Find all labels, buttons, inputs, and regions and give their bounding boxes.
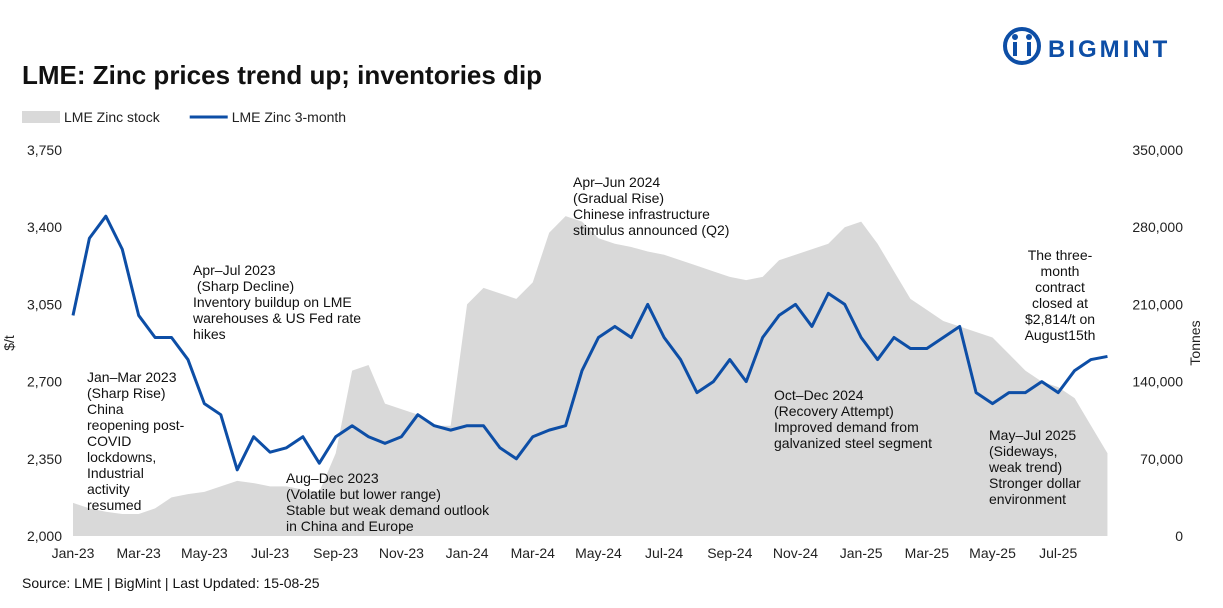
x-tick-label: Jul-24	[645, 545, 683, 561]
y2-tick-label: 350,000	[1132, 142, 1183, 158]
y2-tick-label: 70,000	[1140, 451, 1183, 467]
legend-label: LME Zinc 3-month	[232, 109, 346, 125]
annotation-line: stimulus announced (Q2)	[573, 222, 729, 238]
logo-icon	[1003, 27, 1041, 65]
logo-icon	[1026, 34, 1032, 40]
annotation-line: (Sideways,	[989, 443, 1057, 459]
annotation-line: May–Jul 2025	[989, 427, 1076, 443]
x-tick-label: Jul-23	[251, 545, 289, 561]
x-tick-label: Nov-24	[773, 545, 818, 561]
x-tick-label: Jul-25	[1039, 545, 1077, 561]
y-tick-label: 2,000	[27, 528, 62, 544]
y-tick-label: 3,050	[27, 296, 62, 312]
annotation-line: Oct–Dec 2024	[774, 387, 864, 403]
y2-tick-label: 0	[1175, 528, 1183, 544]
chart-title: LME: Zinc prices trend up; inventories d…	[22, 60, 542, 90]
annotation-line: August15th	[1025, 327, 1096, 343]
y2-axis-title: Tonnes	[1187, 320, 1203, 365]
annotation: Oct–Dec 2024 (Recovery Attempt) Improved d…	[774, 387, 932, 451]
annotation-line: Improved demand from	[774, 419, 919, 435]
legend-item: LME Zinc 3-month	[189, 109, 346, 125]
annotation-line: Stable but weak demand outlook	[286, 502, 490, 518]
annotation-line: COVID	[87, 433, 131, 449]
y-tick-label: 2,350	[27, 451, 62, 467]
annotation-line: Aug–Dec 2023	[286, 470, 379, 486]
y-tick-label: 3,750	[27, 142, 62, 158]
annotation-line: Chinese infrastructure	[573, 206, 710, 222]
x-tick-label: Jan-24	[446, 545, 489, 561]
annotation-line: contract	[1035, 279, 1085, 295]
annotation: Jan–Mar 2023 (Sharp Rise) China reopening p…	[87, 369, 185, 513]
source: Source: LME | BigMint | Last Updated: 15…	[22, 575, 320, 591]
x-tick-label: Mar-25	[905, 545, 950, 561]
annotation-line: Stronger dollar	[989, 475, 1081, 491]
annotation-line: activity	[87, 481, 130, 497]
x-tick-label: Nov-23	[379, 545, 424, 561]
annotation-line: month	[1041, 263, 1080, 279]
annotation-line: (Volatile but lower range)	[286, 486, 441, 502]
annotation-line: warehouses & US Fed rate	[192, 310, 361, 326]
y-tick-label: 3,400	[27, 219, 62, 235]
logo-icon	[1027, 42, 1031, 56]
annotation: Apr–Jul 2023 (Sharp Decline) Inventory bu…	[192, 262, 361, 342]
annotation-line: $2,814/t on	[1025, 311, 1095, 327]
price-line	[71, 214, 1108, 472]
annotation-line: resumed	[87, 497, 141, 513]
logo-icon	[1013, 42, 1017, 56]
annotation-line: The three-	[1028, 247, 1093, 263]
annotation-line: weak trend)	[988, 459, 1062, 475]
x-tick-label: Mar-23	[117, 545, 162, 561]
annotation-line: (Gradual Rise)	[573, 190, 664, 206]
annotation-line: environment	[989, 491, 1066, 507]
plot-area	[71, 214, 1108, 536]
annotation-line: hikes	[193, 326, 226, 342]
annotation-line: China	[87, 401, 124, 417]
stock-area	[73, 216, 1108, 536]
annotation-line: Apr–Jul 2023	[193, 262, 276, 278]
x-tick-label: Jan-23	[52, 545, 95, 561]
annotation-line: reopening post-	[87, 417, 185, 433]
annotation-line: Apr–Jun 2024	[573, 174, 660, 190]
annotation-line: lockdowns,	[87, 449, 156, 465]
annotation-line: in China and Europe	[286, 518, 414, 534]
annotation-line: closed at	[1032, 295, 1088, 311]
y2-tick-label: 280,000	[1132, 219, 1183, 235]
x-tick-label: Sep-23	[313, 545, 358, 561]
annotation: The three-month contract closed at $2,814/t…	[1025, 247, 1096, 343]
y2-tick-label: 210,000	[1132, 296, 1183, 312]
x-tick-label: Jan-25	[840, 545, 883, 561]
logo-text: BIGMINT	[1048, 36, 1170, 63]
x-tick-label: May-23	[181, 545, 228, 561]
y-tick-label: 2,700	[27, 374, 62, 390]
annotation-line: galvanized steel segment	[774, 435, 932, 451]
x-tick-label: Sep-24	[707, 545, 752, 561]
annotation-line: Jan–Mar 2023	[87, 369, 177, 385]
logo-icon	[1012, 34, 1018, 40]
x-tick-label: May-25	[969, 545, 1016, 561]
annotation-line: Inventory buildup on LME	[193, 294, 352, 310]
annotation-line: Industrial	[87, 465, 144, 481]
logo: BIGMINT	[1003, 27, 1170, 65]
y-axis-title: $/t	[1, 335, 17, 351]
legend-swatch	[22, 111, 60, 123]
legend-label: LME Zinc stock	[64, 109, 161, 125]
annotation: Aug–Dec 2023 (Volatile but lower range) St…	[286, 470, 490, 534]
x-tick-label: May-24	[575, 545, 622, 561]
annotation-line: (Sharp Decline)	[193, 278, 294, 294]
annotation-line: (Recovery Attempt)	[774, 403, 894, 419]
annotation: Apr–Jun 2024 (Gradual Rise) Chinese infras…	[573, 174, 729, 238]
x-tick-label: Mar-24	[511, 545, 556, 561]
annotation: May–Jul 2025 (Sideways, weak trend) Stronge…	[988, 427, 1081, 507]
legend-item: LME Zinc stock	[22, 109, 161, 125]
y2-tick-label: 140,000	[1132, 374, 1183, 390]
annotation-line: (Sharp Rise)	[87, 385, 166, 401]
